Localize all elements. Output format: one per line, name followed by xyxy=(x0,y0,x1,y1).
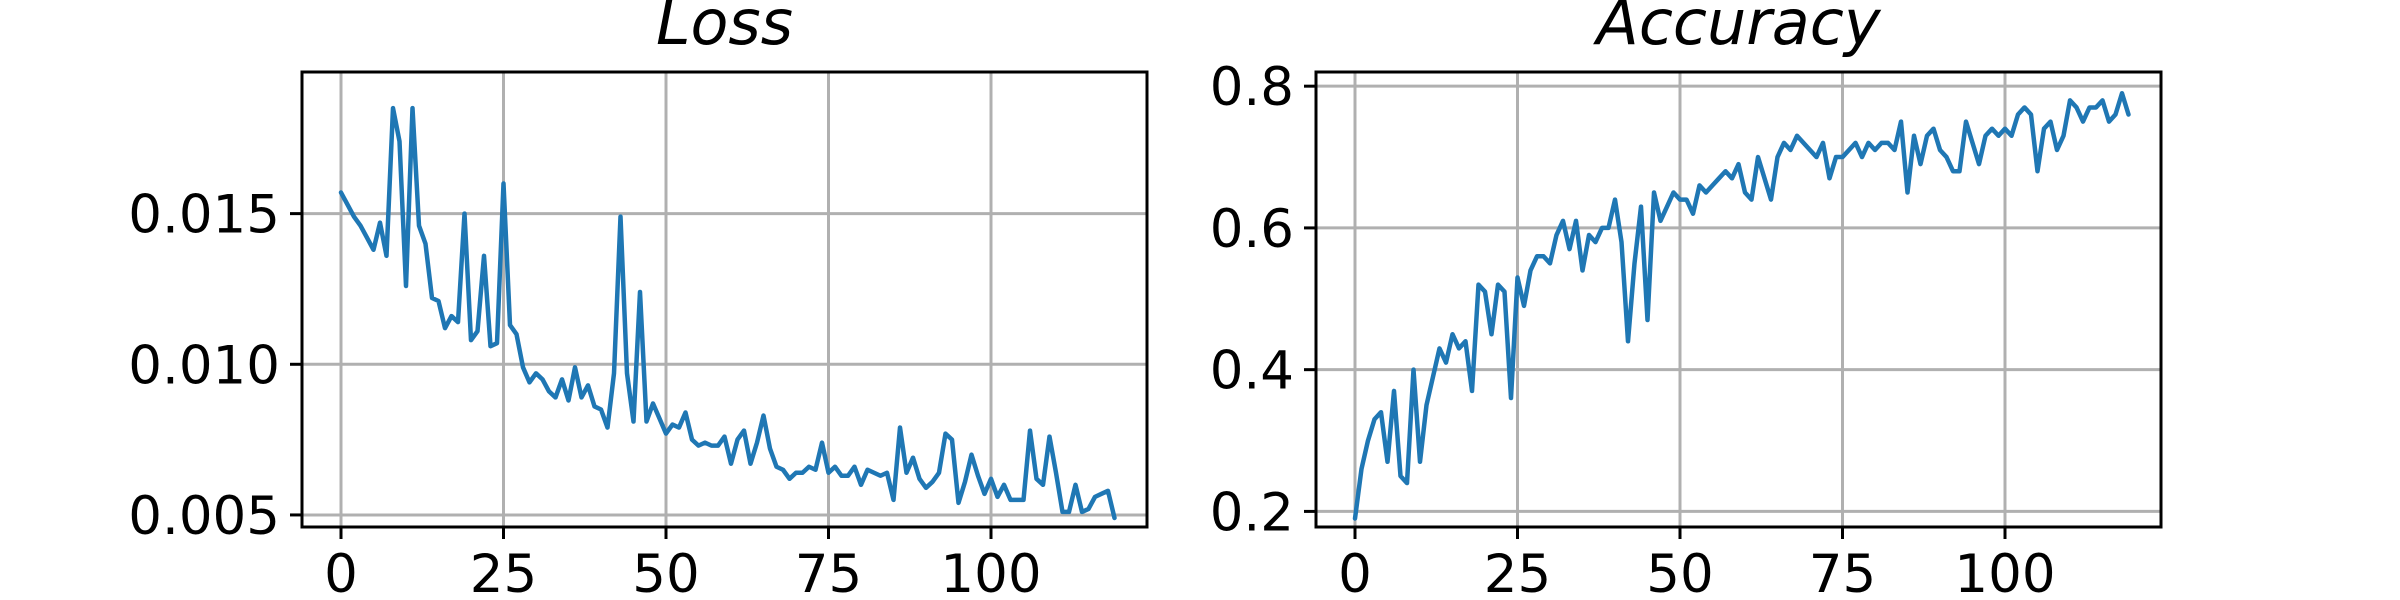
accuracy-series-line xyxy=(1352,91,2131,521)
accuracy-x-tick-label: 50 xyxy=(1646,544,1713,600)
accuracy-x-tick-label: 25 xyxy=(1484,544,1551,600)
accuracy-x-tick-label: 75 xyxy=(1809,544,1876,600)
loss-x-tick-label: 75 xyxy=(795,544,862,600)
loss-y-tick-label: 0.005 xyxy=(128,486,280,547)
accuracy-y-tick-label: 0.8 xyxy=(1210,57,1294,118)
loss-y-tick-label: 0.010 xyxy=(128,335,280,396)
accuracy-y-tick-label: 0.4 xyxy=(1210,341,1294,402)
loss-chart-title: Loss xyxy=(656,0,793,59)
loss-chart-panel: 0 25 50 75 100 0.005 0.010 0.015 Loss xyxy=(128,0,1149,600)
accuracy-chart-panel: 0 25 50 75 100 0.2 0.4 0.6 0.8 Accuracy xyxy=(1210,0,2163,600)
loss-x-tick-label: 50 xyxy=(632,544,699,600)
accuracy-y-tick-label: 0.2 xyxy=(1210,482,1294,543)
accuracy-x-tick-label: 100 xyxy=(1954,544,2055,600)
accuracy-x-tick-label: 0 xyxy=(1338,544,1372,600)
loss-y-tick-label: 0.015 xyxy=(128,185,280,246)
accuracy-axes-frame xyxy=(1314,70,2163,529)
loss-series-line xyxy=(338,105,1117,521)
accuracy-chart-title: Accuracy xyxy=(1592,0,1881,59)
loss-axes-frame xyxy=(300,70,1149,529)
accuracy-y-tick-label: 0.6 xyxy=(1210,199,1294,260)
loss-x-tick-label: 0 xyxy=(324,544,358,600)
loss-x-tick-label: 25 xyxy=(470,544,537,600)
loss-x-tick-label: 100 xyxy=(940,544,1041,600)
